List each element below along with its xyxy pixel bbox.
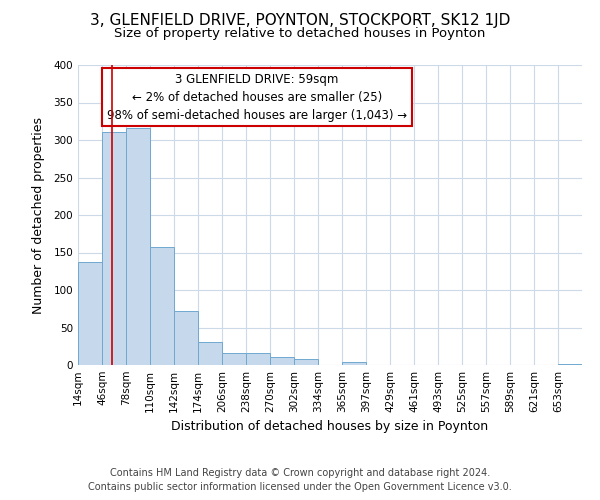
Bar <box>174 311 198 365</box>
Bar <box>78 262 102 365</box>
Text: Contains HM Land Registry data © Crown copyright and database right 2024.
Contai: Contains HM Land Registry data © Crown c… <box>88 468 512 492</box>
Bar <box>342 362 366 365</box>
Bar <box>150 246 174 365</box>
Bar <box>222 353 246 365</box>
Text: 3, GLENFIELD DRIVE, POYNTON, STOCKPORT, SK12 1JD: 3, GLENFIELD DRIVE, POYNTON, STOCKPORT, … <box>90 12 510 28</box>
Bar <box>558 364 582 365</box>
Bar <box>126 128 150 365</box>
Text: Size of property relative to detached houses in Poynton: Size of property relative to detached ho… <box>115 28 485 40</box>
Bar <box>246 353 270 365</box>
Text: 3 GLENFIELD DRIVE: 59sqm
← 2% of detached houses are smaller (25)
98% of semi-de: 3 GLENFIELD DRIVE: 59sqm ← 2% of detache… <box>107 72 407 122</box>
Bar <box>198 342 222 365</box>
Bar <box>294 359 318 365</box>
Bar <box>102 132 126 365</box>
X-axis label: Distribution of detached houses by size in Poynton: Distribution of detached houses by size … <box>172 420 488 434</box>
Bar <box>270 357 294 365</box>
Y-axis label: Number of detached properties: Number of detached properties <box>32 116 45 314</box>
